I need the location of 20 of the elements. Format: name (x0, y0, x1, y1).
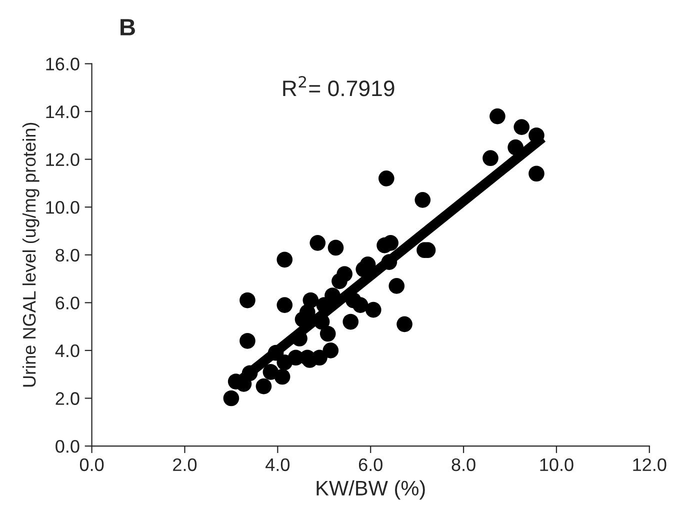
y-tick-label: 10.0 (46, 201, 80, 214)
y-tick-label: 4.0 (55, 344, 80, 358)
y-tick-label: 16.0 (46, 58, 80, 70)
x-axis-title: KW/BW (%) (316, 480, 425, 500)
y-tick-label: 14.0 (46, 105, 80, 118)
x-tick-label: 0.0 (80, 458, 104, 472)
chart-title: B (120, 19, 135, 36)
x-tick-label: 8.0 (452, 458, 476, 472)
x-tick-label: 10.0 (540, 458, 574, 472)
x-tick-label: 2.0 (173, 458, 197, 472)
y-tick-label: 8.0 (56, 248, 80, 262)
annotation: R$^{2}$= 0.7919 (283, 76, 394, 96)
y-axis-title: Urine NGAL level (ug/mg protein) (22, 122, 40, 387)
x-tick-label: 6.0 (358, 458, 382, 472)
y-tick-label: 0.0 (56, 440, 80, 453)
x-tick-label: 4.0 (266, 458, 290, 472)
x-tick-label: 12.0 (633, 458, 666, 472)
y-tick-label: 6.0 (56, 296, 80, 310)
y-tick-label: 2.0 (56, 392, 80, 405)
y-tick-label: 12.0 (46, 153, 80, 166)
